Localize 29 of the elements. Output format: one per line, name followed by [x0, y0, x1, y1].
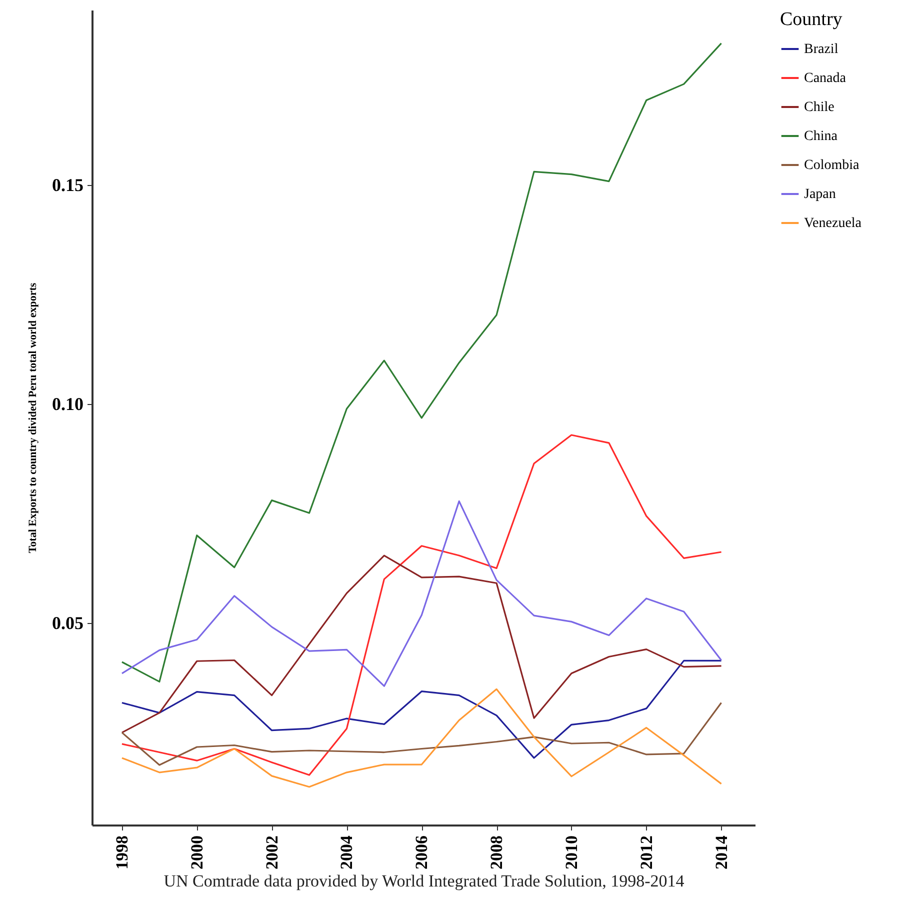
x-tick-label: 2010 [562, 836, 581, 870]
line-series [121, 500, 722, 687]
line-series [121, 434, 722, 776]
legend-label: Venezuela [804, 216, 862, 231]
x-tick-label: 2000 [187, 836, 206, 870]
legend-label: Chile [804, 100, 834, 115]
y-axis-title: Total Exports to country divided Peru total world exports [27, 282, 39, 554]
x-tick-label: 2004 [337, 835, 356, 870]
legend-label: Colombia [804, 158, 860, 173]
line-series [121, 688, 722, 788]
line-series [121, 660, 722, 759]
y-tick-label: 0.05 [52, 612, 84, 633]
legend-title: Country [780, 9, 843, 30]
x-tick-label: 1998 [112, 836, 132, 870]
y-tick-label: 0.15 [52, 174, 84, 195]
legend-label: Canada [804, 71, 847, 86]
x-tick-label: 2006 [412, 836, 432, 870]
line-series [121, 554, 722, 734]
line-series [121, 702, 722, 766]
legend-label: China [804, 129, 838, 144]
x-tick-label: 2012 [636, 836, 656, 870]
y-tick-label: 0.10 [52, 394, 84, 414]
x-tick-label: 2008 [487, 836, 506, 870]
legend-label: Brazil [804, 42, 838, 57]
x-tick-label: 2002 [262, 836, 282, 870]
legend-label: Japan [804, 187, 836, 202]
x-axis-title: UN Comtrade data provided by World Integrated Trade Solution, 1998-2014 [164, 872, 685, 890]
line-series [121, 42, 722, 683]
x-tick-label: 2014 [712, 835, 731, 870]
